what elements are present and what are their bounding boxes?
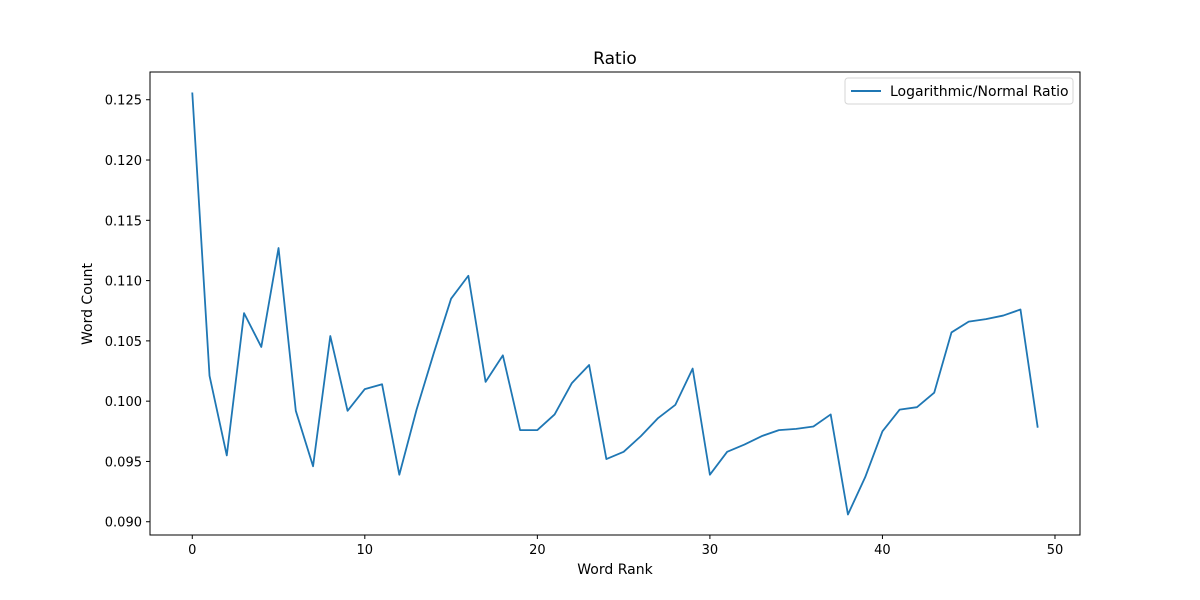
- x-tick-label: 20: [529, 543, 546, 558]
- plot-area: 0 10 20 30 40 50 0.090 0.095 0.100 0.105 0.110 0.11…: [105, 71, 1081, 558]
- y-tick-label: 0.090: [105, 516, 142, 531]
- series-line: [191, 92, 1039, 516]
- x-tick-label: 40: [874, 543, 891, 558]
- y-tick-label: 0.105: [105, 335, 142, 350]
- y-tick-label: 0.110: [105, 275, 142, 290]
- y-tick-label: 0.095: [105, 455, 142, 470]
- y-tick-label: 0.125: [105, 94, 142, 109]
- chart-title: Ratio: [593, 49, 637, 69]
- legend: Logarithmic/Normal Ratio: [844, 77, 1074, 105]
- x-axis-label: Word Rank: [577, 562, 653, 578]
- legend-box: [844, 77, 1074, 105]
- y-tick-label: 0.120: [105, 154, 142, 169]
- x-tick-label: 0: [188, 543, 196, 558]
- x-tick-label: 30: [702, 543, 719, 558]
- x-tick-label: 50: [1047, 543, 1064, 558]
- y-tick-label: 0.115: [105, 214, 142, 229]
- legend-label: Logarithmic/Normal Ratio: [890, 84, 1069, 100]
- x-tick-label: 10: [357, 543, 374, 558]
- y-tick-label: 0.100: [105, 395, 142, 410]
- plot-frame: [149, 71, 1081, 536]
- y-axis-label: Word Count: [80, 262, 96, 345]
